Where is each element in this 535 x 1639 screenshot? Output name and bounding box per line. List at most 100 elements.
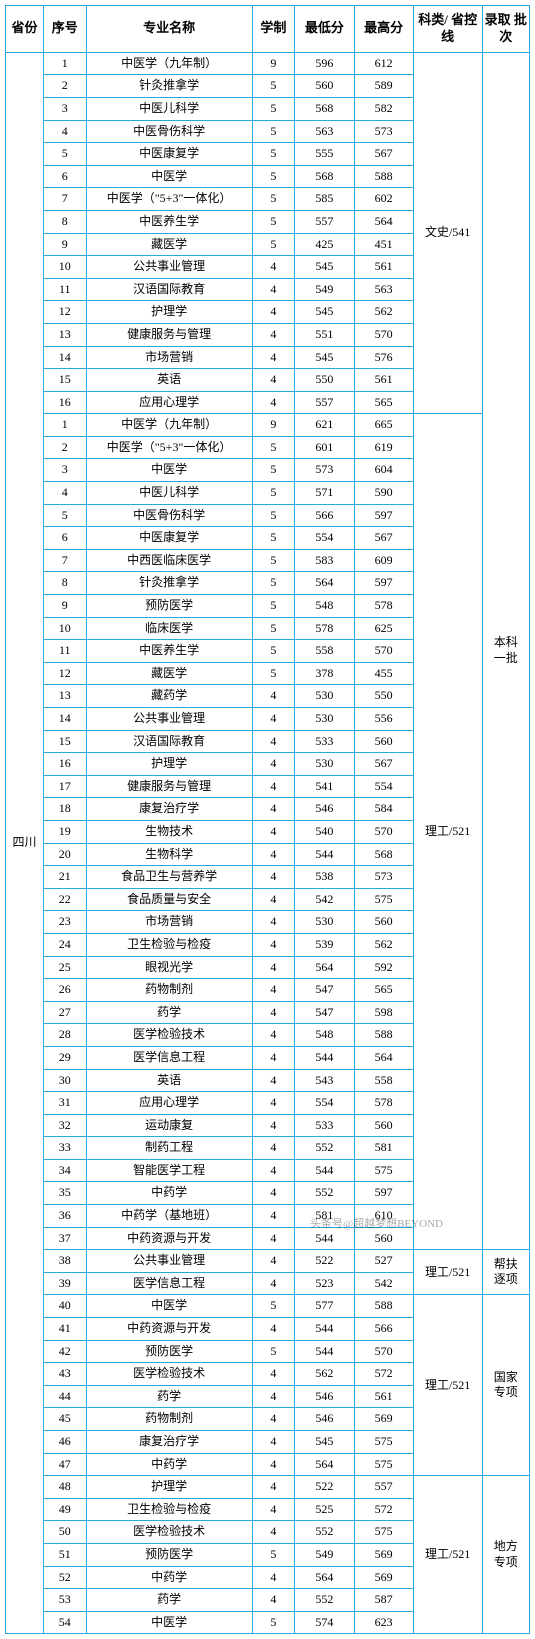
min-cell: 564 [295, 1566, 354, 1589]
min-cell: 533 [295, 730, 354, 753]
header-row: 省份 序号 专业名称 学制 最低分 最高分 科类/ 省控线 录取 批次 [6, 6, 530, 53]
max-cell: 572 [354, 1498, 413, 1521]
min-cell: 378 [295, 662, 354, 685]
min-cell: 558 [295, 640, 354, 663]
hdr-major: 专业名称 [86, 6, 252, 53]
seq-cell: 15 [43, 369, 86, 392]
min-cell: 554 [295, 1092, 354, 1115]
batch-cell: 本科 一批 [482, 52, 529, 1249]
max-cell: 597 [354, 1182, 413, 1205]
min-cell: 551 [295, 323, 354, 346]
major-cell: 公共事业管理 [86, 1250, 252, 1273]
min-cell: 601 [295, 436, 354, 459]
min-cell: 543 [295, 1069, 354, 1092]
major-cell: 中医学 [86, 459, 252, 482]
max-cell: 542 [354, 1272, 413, 1295]
min-cell: 545 [295, 1431, 354, 1454]
min-cell: 530 [295, 753, 354, 776]
seq-cell: 47 [43, 1453, 86, 1476]
min-cell: 581 [295, 1205, 354, 1228]
min-cell: 554 [295, 527, 354, 550]
max-cell: 572 [354, 1363, 413, 1386]
max-cell: 582 [354, 97, 413, 120]
duration-cell: 4 [252, 1318, 295, 1341]
seq-cell: 42 [43, 1340, 86, 1363]
max-cell: 560 [354, 1114, 413, 1137]
max-cell: 567 [354, 143, 413, 166]
min-cell: 544 [295, 1046, 354, 1069]
max-cell: 569 [354, 1543, 413, 1566]
max-cell: 575 [354, 1431, 413, 1454]
max-cell: 567 [354, 527, 413, 550]
major-cell: 藏药学 [86, 685, 252, 708]
duration-cell: 5 [252, 1295, 295, 1318]
duration-cell: 4 [252, 323, 295, 346]
min-cell: 573 [295, 459, 354, 482]
major-cell: 中西医临床医学 [86, 549, 252, 572]
max-cell: 610 [354, 1205, 413, 1228]
seq-cell: 13 [43, 323, 86, 346]
duration-cell: 4 [252, 911, 295, 934]
max-cell: 576 [354, 346, 413, 369]
seq-cell: 4 [43, 482, 86, 505]
duration-cell: 9 [252, 52, 295, 75]
duration-cell: 4 [252, 933, 295, 956]
max-cell: 567 [354, 753, 413, 776]
max-cell: 581 [354, 1137, 413, 1160]
max-cell: 588 [354, 1024, 413, 1047]
min-cell: 549 [295, 278, 354, 301]
seq-cell: 12 [43, 301, 86, 324]
seq-cell: 8 [43, 572, 86, 595]
seq-cell: 16 [43, 391, 86, 414]
category-cell: 理工/521 [413, 1476, 482, 1634]
max-cell: 554 [354, 775, 413, 798]
seq-cell: 38 [43, 1250, 86, 1273]
min-cell: 545 [295, 346, 354, 369]
min-cell: 596 [295, 52, 354, 75]
category-cell: 文史/541 [413, 52, 482, 414]
seq-cell: 2 [43, 436, 86, 459]
max-cell: 604 [354, 459, 413, 482]
major-cell: 汉语国际教育 [86, 278, 252, 301]
seq-cell: 11 [43, 278, 86, 301]
max-cell: 587 [354, 1589, 413, 1612]
max-cell: 625 [354, 617, 413, 640]
major-cell: 中医学（"5+3"一体化） [86, 436, 252, 459]
major-cell: 中药学 [86, 1566, 252, 1589]
min-cell: 564 [295, 572, 354, 595]
max-cell: 569 [354, 1408, 413, 1431]
max-cell: 527 [354, 1250, 413, 1273]
table-row: 四川1中医学（九年制）9596612文史/541本科 一批 [6, 52, 530, 75]
seq-cell: 10 [43, 617, 86, 640]
min-cell: 568 [295, 165, 354, 188]
max-cell: 566 [354, 1318, 413, 1341]
major-cell: 藏医学 [86, 233, 252, 256]
min-cell: 541 [295, 775, 354, 798]
duration-cell: 5 [252, 1543, 295, 1566]
seq-cell: 5 [43, 143, 86, 166]
duration-cell: 5 [252, 143, 295, 166]
seq-cell: 44 [43, 1385, 86, 1408]
duration-cell: 4 [252, 1092, 295, 1115]
major-cell: 医学检验技术 [86, 1024, 252, 1047]
hdr-max: 最高分 [354, 6, 413, 53]
duration-cell: 4 [252, 369, 295, 392]
max-cell: 558 [354, 1069, 413, 1092]
major-cell: 中医康复学 [86, 143, 252, 166]
seq-cell: 51 [43, 1543, 86, 1566]
min-cell: 571 [295, 482, 354, 505]
major-cell: 中医康复学 [86, 527, 252, 550]
major-cell: 英语 [86, 1069, 252, 1092]
max-cell: 573 [354, 120, 413, 143]
major-cell: 卫生检验与检疫 [86, 933, 252, 956]
duration-cell: 5 [252, 210, 295, 233]
major-cell: 药学 [86, 1589, 252, 1612]
seq-cell: 48 [43, 1476, 86, 1499]
major-cell: 食品卫生与营养学 [86, 866, 252, 889]
major-cell: 中医骨伤科学 [86, 504, 252, 527]
min-cell: 544 [295, 1159, 354, 1182]
min-cell: 555 [295, 143, 354, 166]
min-cell: 583 [295, 549, 354, 572]
major-cell: 中药资源与开发 [86, 1227, 252, 1250]
max-cell: 570 [354, 1340, 413, 1363]
